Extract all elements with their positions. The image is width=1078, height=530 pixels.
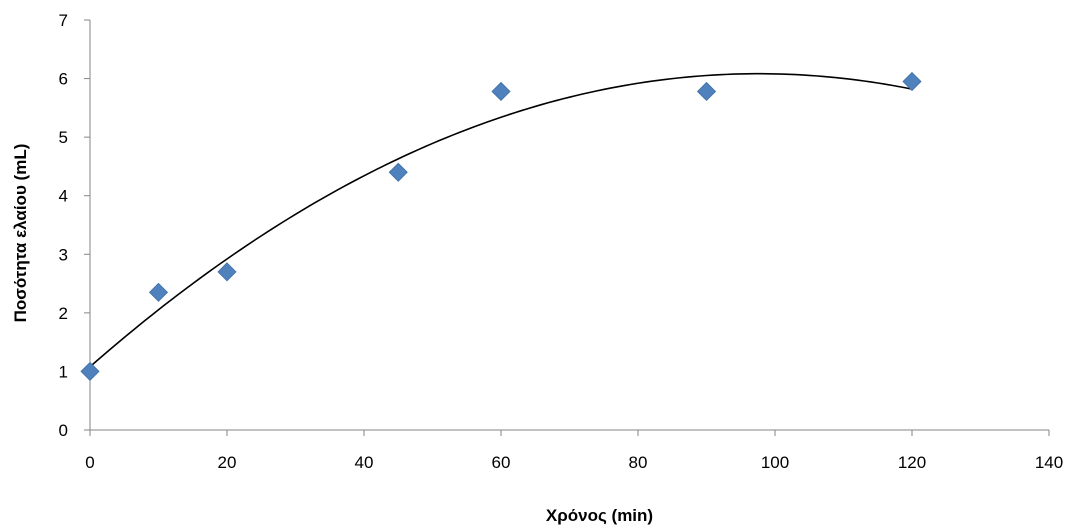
x-tick-label: 80 <box>629 453 648 472</box>
trendline <box>89 72 913 368</box>
x-tick-label: 140 <box>1035 453 1063 472</box>
axes: 0 20 40 60 80 100 120 140 0 1 2 3 4 5 6 7 <box>59 11 1064 472</box>
trendline-layer <box>89 72 913 368</box>
y-tick-label: 3 <box>59 245 68 264</box>
data-points <box>80 71 922 381</box>
y-tick-label: 5 <box>59 128 68 147</box>
x-axis-title: Χρόνος (min) <box>546 506 653 525</box>
data-point <box>217 262 237 282</box>
data-point <box>696 81 717 102</box>
data-point <box>388 162 408 182</box>
y-tick-label: 1 <box>59 362 68 381</box>
x-tick-label: 120 <box>898 453 926 472</box>
x-tick-label: 20 <box>218 453 237 472</box>
x-tick-label: 60 <box>492 453 511 472</box>
y-tick-label: 2 <box>59 304 68 323</box>
data-point <box>491 81 511 102</box>
y-tick-label: 6 <box>59 70 68 89</box>
x-tick-label: 40 <box>355 453 374 472</box>
y-tick-label: 7 <box>59 11 68 30</box>
y-tick-label: 4 <box>59 187 68 206</box>
data-point <box>148 282 169 302</box>
x-tick-label: 0 <box>85 453 94 472</box>
y-tick-label: 0 <box>59 421 68 440</box>
x-tick-label: 100 <box>761 453 789 472</box>
data-point <box>902 71 922 92</box>
data-point <box>80 361 100 381</box>
y-axis-title: Ποσότητα ελαίου (mL) <box>11 144 30 323</box>
